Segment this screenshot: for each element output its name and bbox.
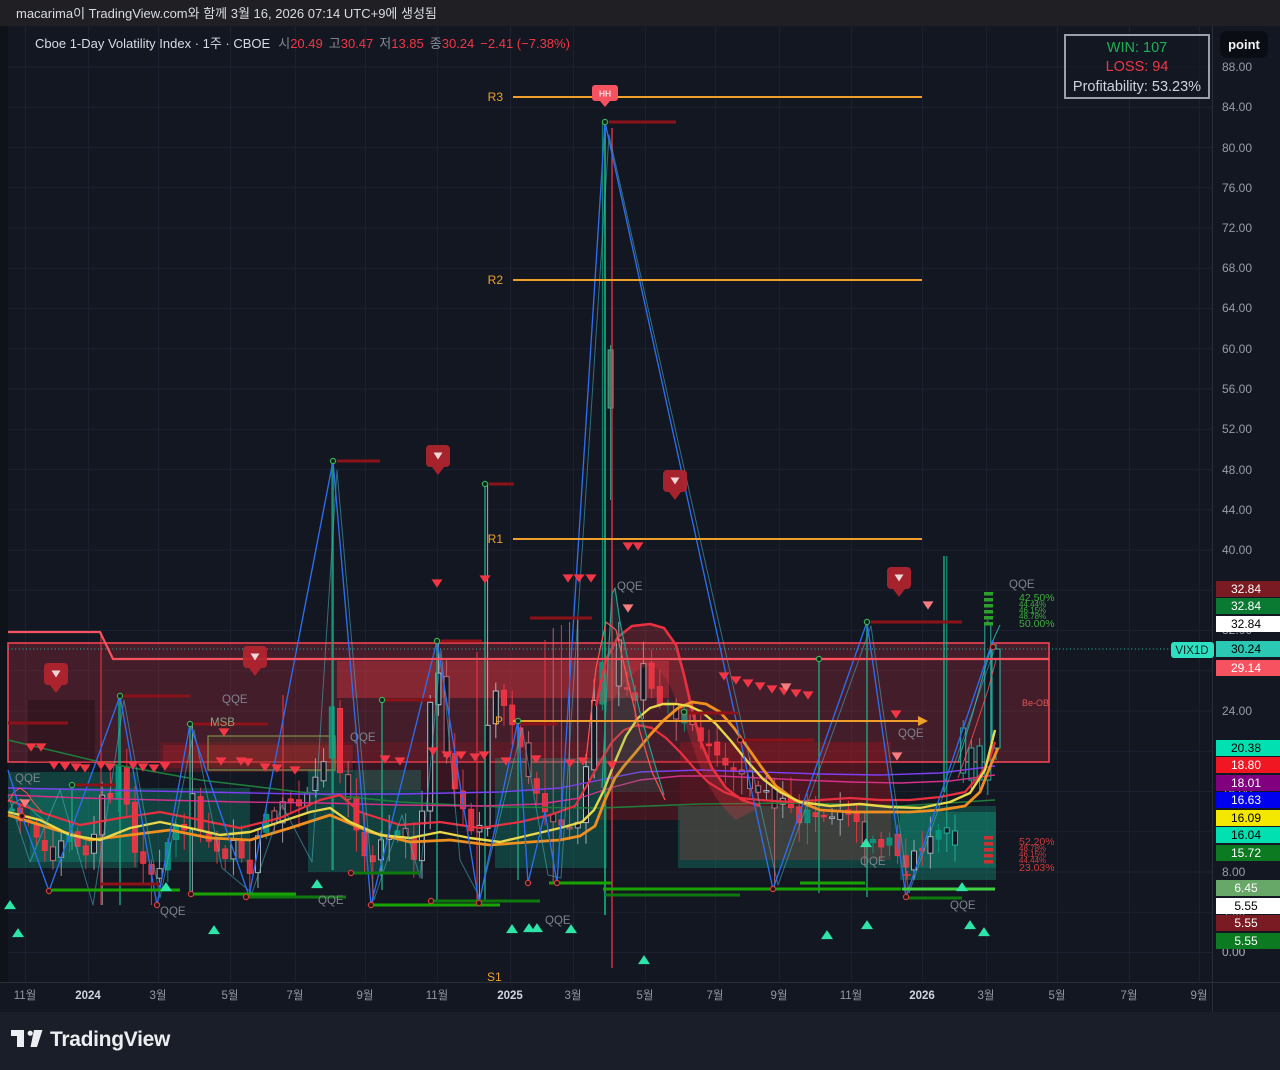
svg-text:60.00: 60.00 bbox=[1222, 342, 1252, 356]
svg-text:16.09: 16.09 bbox=[1231, 811, 1261, 825]
svg-text:2026: 2026 bbox=[909, 990, 935, 1002]
svg-text:QQE: QQE bbox=[545, 915, 571, 927]
svg-text:84.00: 84.00 bbox=[1222, 100, 1252, 114]
svg-text:Be-OB: Be-OB bbox=[1022, 698, 1049, 708]
svg-text:24.00: 24.00 bbox=[1222, 704, 1252, 718]
svg-text:18.80: 18.80 bbox=[1231, 758, 1261, 772]
svg-text:52.20%: 52.20% bbox=[1019, 836, 1055, 848]
svg-text:11월: 11월 bbox=[840, 989, 863, 1002]
svg-text:40.00: 40.00 bbox=[1222, 543, 1252, 557]
svg-text:9월: 9월 bbox=[357, 989, 374, 1002]
svg-text:68.00: 68.00 bbox=[1222, 261, 1252, 275]
svg-text:44.44%: 44.44% bbox=[1019, 600, 1046, 609]
svg-text:44.00: 44.00 bbox=[1222, 503, 1252, 517]
svg-text:QQE: QQE bbox=[318, 895, 344, 907]
svg-text:7월: 7월 bbox=[1121, 989, 1138, 1002]
svg-text:9월: 9월 bbox=[1191, 989, 1208, 1002]
svg-text:S1: S1 bbox=[487, 970, 502, 984]
svg-text:29.14: 29.14 bbox=[1231, 661, 1261, 675]
svg-text:2025: 2025 bbox=[497, 990, 523, 1002]
svg-text:32.84: 32.84 bbox=[1231, 617, 1261, 631]
svg-text:MSB: MSB bbox=[210, 717, 235, 729]
svg-text:QQE: QQE bbox=[898, 728, 924, 740]
svg-text:7월: 7월 bbox=[707, 989, 724, 1002]
svg-text:WIN: 107: WIN: 107 bbox=[1107, 40, 1167, 56]
svg-text:20.38: 20.38 bbox=[1231, 741, 1261, 755]
svg-text:48.78%: 48.78% bbox=[1019, 844, 1046, 853]
svg-text:5월: 5월 bbox=[222, 989, 239, 1002]
svg-text:5월: 5월 bbox=[637, 989, 654, 1002]
svg-text:23.03%: 23.03% bbox=[1019, 862, 1055, 874]
svg-text:Cboe 1-Day Volatility Index ·: Cboe 1-Day Volatility Index · 1주 · CBOE 시… bbox=[35, 36, 570, 51]
svg-text:88.00: 88.00 bbox=[1222, 60, 1252, 74]
svg-text:46.15%: 46.15% bbox=[1019, 850, 1046, 859]
svg-text:point: point bbox=[1228, 37, 1260, 52]
svg-text:42.50%: 42.50% bbox=[1019, 592, 1055, 604]
svg-text:QQE: QQE bbox=[617, 581, 643, 593]
svg-text:16.04: 16.04 bbox=[1231, 828, 1261, 842]
svg-text:7월: 7월 bbox=[287, 989, 304, 1002]
svg-text:56.00: 56.00 bbox=[1222, 382, 1252, 396]
svg-text:32.84: 32.84 bbox=[1231, 582, 1261, 596]
svg-text:11월: 11월 bbox=[14, 989, 37, 1002]
svg-text:48.00: 48.00 bbox=[1222, 463, 1252, 477]
svg-text:72.00: 72.00 bbox=[1222, 221, 1252, 235]
svg-text:Profitability: 53.23%: Profitability: 53.23% bbox=[1073, 79, 1201, 95]
svg-text:9월: 9월 bbox=[771, 989, 788, 1002]
svg-text:30.24: 30.24 bbox=[1231, 642, 1261, 656]
svg-text:macarima이 TradingView.com와 함께: macarima이 TradingView.com와 함께 3월 16, 202… bbox=[16, 6, 437, 21]
svg-text:QQE: QQE bbox=[950, 900, 976, 912]
svg-text:50.00%: 50.00% bbox=[1019, 618, 1055, 630]
svg-text:3월: 3월 bbox=[565, 989, 582, 1002]
svg-text:80.00: 80.00 bbox=[1222, 141, 1252, 155]
svg-text:16.63: 16.63 bbox=[1231, 793, 1261, 807]
svg-text:QQE: QQE bbox=[160, 906, 186, 918]
svg-text:LOSS: 94: LOSS: 94 bbox=[1106, 59, 1169, 75]
svg-text:52.00: 52.00 bbox=[1222, 422, 1252, 436]
svg-text:32.84: 32.84 bbox=[1231, 599, 1261, 613]
svg-text:64.00: 64.00 bbox=[1222, 301, 1252, 315]
svg-text:R1: R1 bbox=[488, 532, 504, 546]
svg-text:76.00: 76.00 bbox=[1222, 181, 1252, 195]
svg-text:QQE: QQE bbox=[15, 773, 41, 785]
svg-text:15.72: 15.72 bbox=[1231, 846, 1261, 860]
svg-text:QQE: QQE bbox=[222, 694, 248, 706]
svg-text:P: P bbox=[495, 714, 503, 728]
svg-text:5월: 5월 bbox=[1049, 989, 1066, 1002]
svg-text:18.01: 18.01 bbox=[1231, 776, 1261, 790]
svg-text:48.78%: 48.78% bbox=[1019, 612, 1046, 621]
svg-text:QQE: QQE bbox=[1009, 579, 1035, 591]
svg-text:TradingView: TradingView bbox=[50, 1028, 171, 1051]
svg-text:5.55: 5.55 bbox=[1234, 916, 1258, 930]
svg-text:QQE: QQE bbox=[860, 856, 886, 868]
svg-text:QQE: QQE bbox=[350, 732, 376, 744]
svg-text:HH: HH bbox=[599, 89, 611, 99]
svg-text:8.00: 8.00 bbox=[1222, 865, 1246, 879]
svg-text:5.55: 5.55 bbox=[1234, 899, 1258, 913]
svg-text:R3: R3 bbox=[488, 90, 504, 104]
svg-text:44.44%: 44.44% bbox=[1019, 856, 1046, 865]
svg-text:11월: 11월 bbox=[426, 989, 449, 1002]
svg-text:6.45: 6.45 bbox=[1234, 881, 1258, 895]
svg-text:5.55: 5.55 bbox=[1234, 934, 1258, 948]
svg-text:46.15%: 46.15% bbox=[1019, 606, 1046, 615]
svg-text:3월: 3월 bbox=[978, 989, 995, 1002]
svg-text:3월: 3월 bbox=[150, 989, 167, 1002]
svg-text:R2: R2 bbox=[488, 273, 504, 287]
svg-text:2024: 2024 bbox=[75, 990, 101, 1002]
svg-text:VIX1D: VIX1D bbox=[1175, 645, 1208, 657]
